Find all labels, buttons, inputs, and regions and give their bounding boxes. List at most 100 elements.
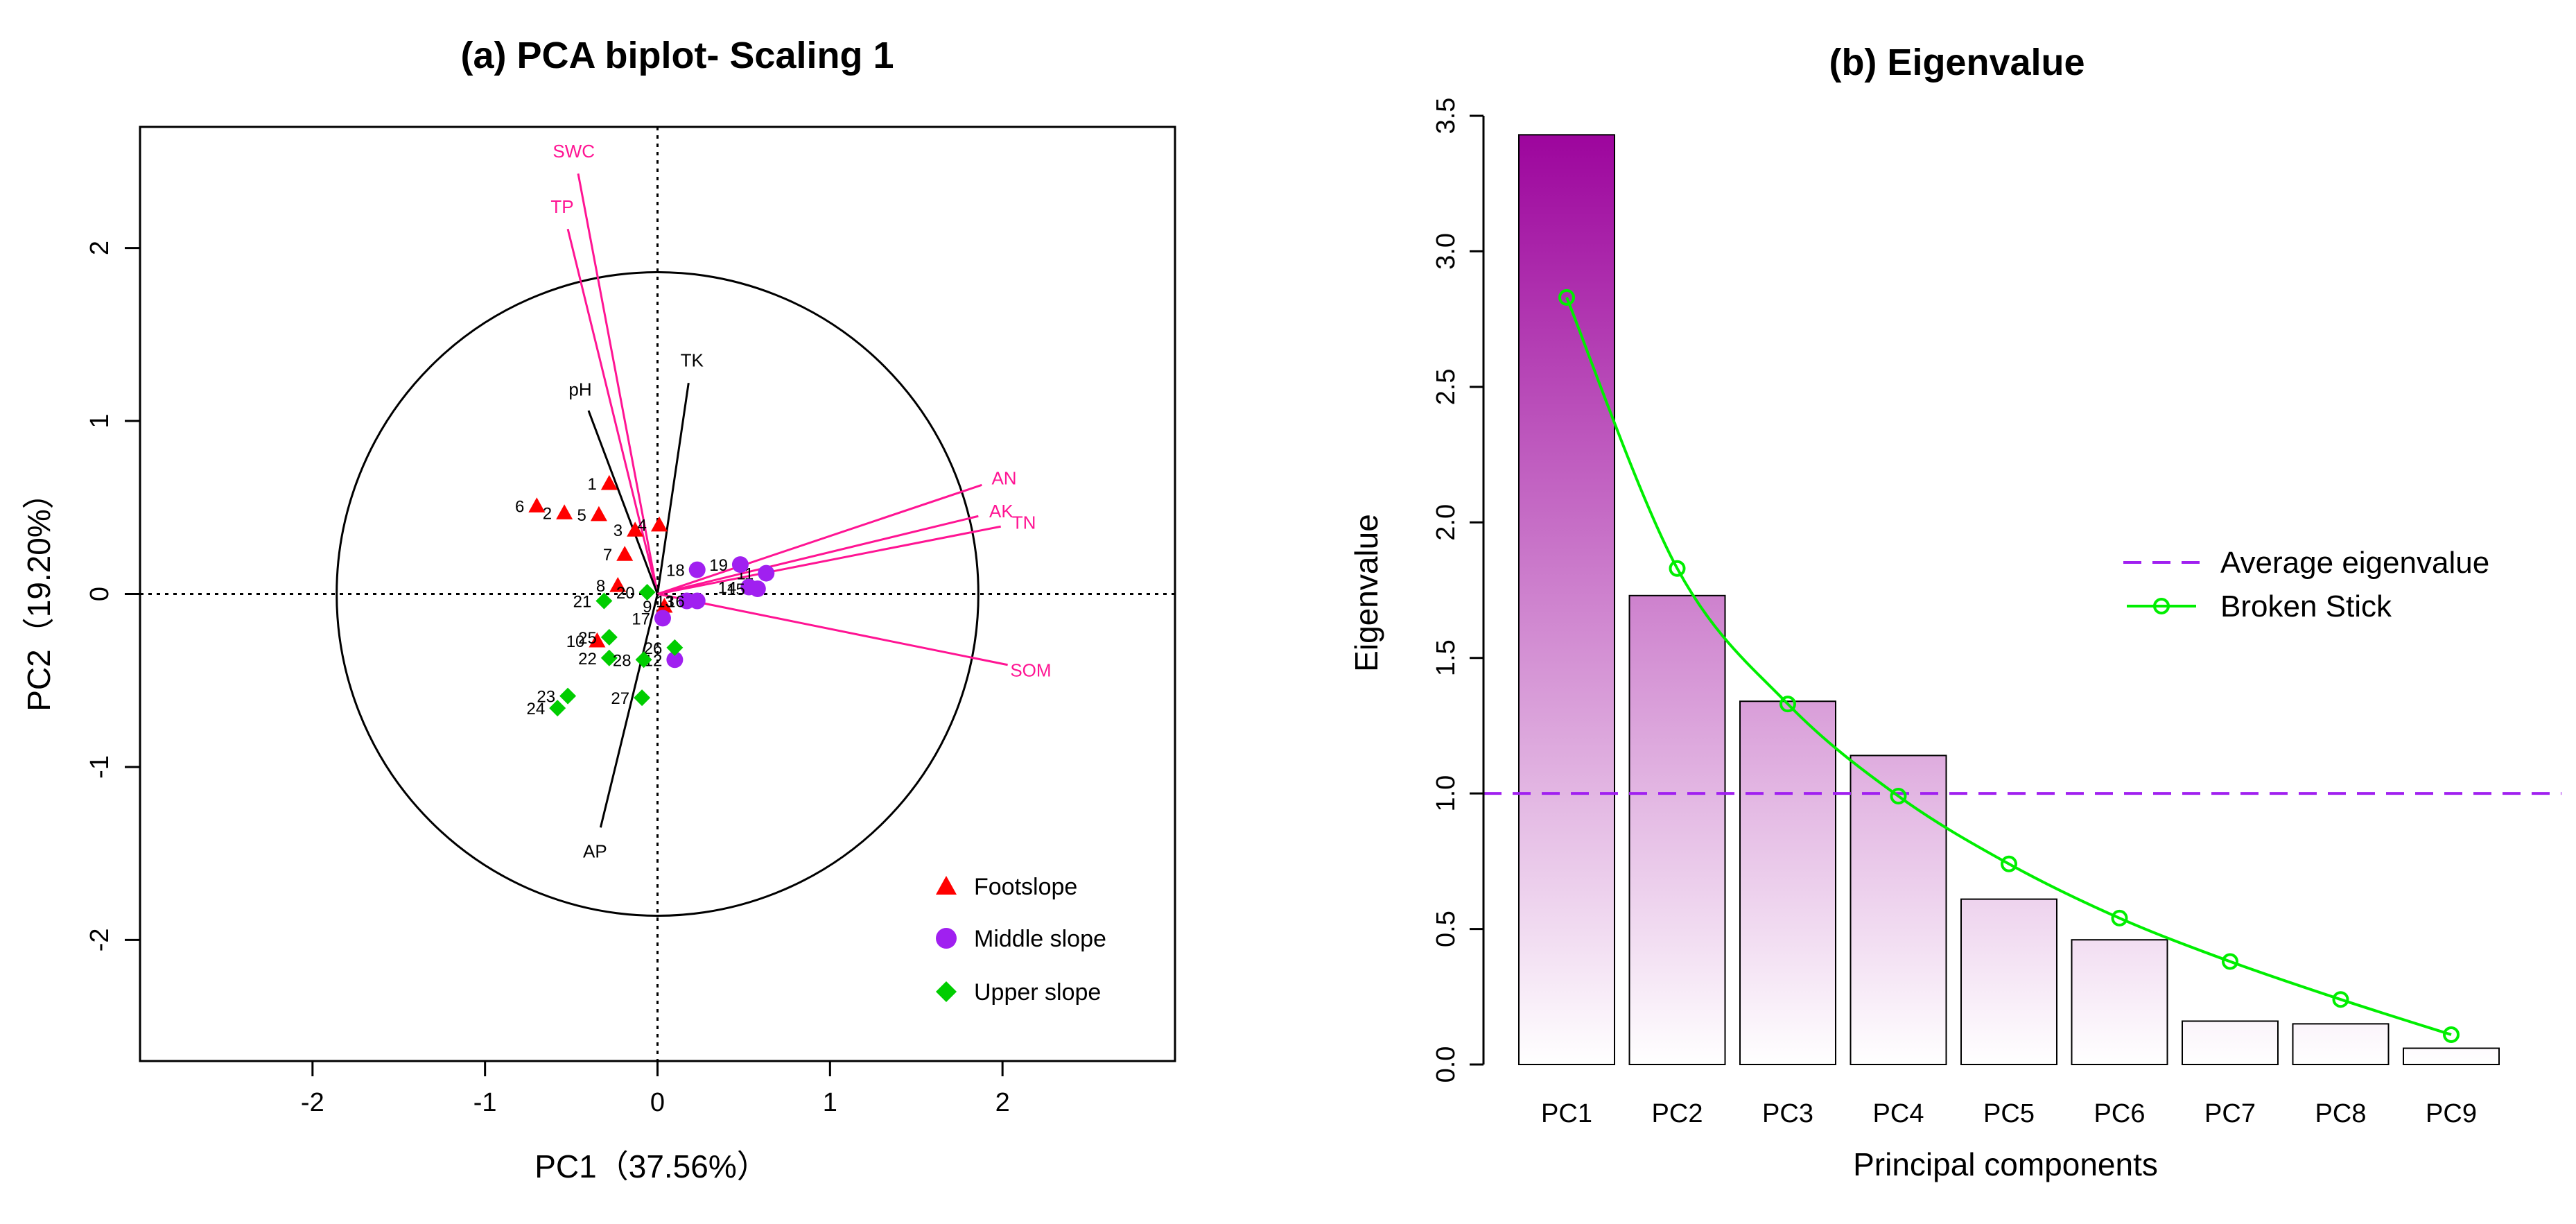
eigen-y-tick-label: 1.5 xyxy=(1431,639,1461,676)
legend-middle-slope-label: Middle slope xyxy=(974,926,1106,952)
point-label-4: 4 xyxy=(638,517,647,535)
eigen-y-ticks: 0.0 0.5 1.0 1.5 2.0 2.5 3.0 3.5 xyxy=(1431,98,1483,1083)
y-tick-label: -2 xyxy=(85,928,114,951)
broken-stick-point-pc6 xyxy=(2111,909,2128,926)
equilibrium-circle xyxy=(336,271,980,917)
broken-stick-point-pc8 xyxy=(2332,991,2349,1008)
broken-stick-point-pc7 xyxy=(2222,953,2238,970)
legend-stick-label: Broken Stick xyxy=(2220,589,2392,623)
eigen-x-labels: PC1 PC2 PC3 PC4 PC5 PC6 PC7 PC8 PC9 xyxy=(1541,1099,2477,1128)
point-label-6: 6 xyxy=(515,497,524,516)
vector-label-ap: AP xyxy=(583,841,607,861)
point-2 xyxy=(556,504,573,519)
category-label-pc4: PC4 xyxy=(1873,1099,1924,1128)
eigen-y-tick-label: 3.0 xyxy=(1431,233,1461,270)
y-tick-label: 0 xyxy=(85,587,114,601)
point-label-24: 24 xyxy=(526,700,545,718)
point-label-23: 23 xyxy=(537,688,555,707)
point-label-25: 25 xyxy=(578,629,597,648)
point-8 xyxy=(609,577,627,592)
point-21 xyxy=(595,592,613,610)
vector-som xyxy=(657,593,1008,666)
point-10 xyxy=(589,632,606,648)
point-27 xyxy=(634,689,651,707)
legend-upper-slope-marker xyxy=(936,981,957,1002)
broken-stick-point-pc4 xyxy=(1890,788,1907,805)
point-11 xyxy=(758,564,775,582)
category-label-pc6: PC6 xyxy=(2094,1099,2146,1128)
bar-pc4 xyxy=(1850,755,1947,1065)
vector-label-tn: TN xyxy=(1012,512,1036,533)
point-label-7: 7 xyxy=(603,546,612,564)
point-label-21: 21 xyxy=(573,592,592,611)
point-label-17: 17 xyxy=(632,610,650,628)
legend-footslope-label: Footslope xyxy=(974,874,1077,900)
x-tick-label: 0 xyxy=(650,1088,665,1117)
biplot-x-label: PC1（37.56%） xyxy=(534,1148,769,1184)
point-label-27: 27 xyxy=(611,689,629,708)
bar-pc6 xyxy=(2071,939,2168,1065)
legend-middle-slope-marker xyxy=(936,928,957,949)
vector-an xyxy=(657,483,982,595)
point-26 xyxy=(666,639,684,656)
vector-label-an: AN xyxy=(991,468,1016,489)
point-label-16: 16 xyxy=(666,592,685,611)
point-28 xyxy=(635,651,652,669)
point-label-13: 13 xyxy=(656,592,675,611)
x-tick-label: 1 xyxy=(823,1088,837,1117)
legend-stick-marker xyxy=(2153,598,2170,614)
vector-tp xyxy=(566,228,659,594)
category-label-pc7: PC7 xyxy=(2204,1099,2256,1128)
point-5 xyxy=(590,506,607,522)
eigen-legend: Average eigenvalue Broken Stick xyxy=(2123,546,2489,623)
bar-pc8 xyxy=(2292,1023,2390,1066)
eigen-y-tick-label: 2.0 xyxy=(1431,504,1461,541)
point-12 xyxy=(666,651,684,669)
x-tick-label: 2 xyxy=(995,1088,1010,1117)
y-tick-label: -1 xyxy=(85,755,114,779)
vector-label-tk: TK xyxy=(681,350,704,371)
point-17 xyxy=(654,610,671,627)
broken-stick-point-pc2 xyxy=(1669,560,1686,577)
bar-pc7 xyxy=(2182,1020,2279,1066)
point-4 xyxy=(650,516,668,532)
legend-average-label: Average eigenvalue xyxy=(2220,546,2489,580)
category-label-pc5: PC5 xyxy=(1983,1099,2035,1128)
vector-label-swc: SWC xyxy=(552,141,595,162)
broken-stick-point-pc1 xyxy=(1558,288,1575,306)
eigen-y-tick-label: 1.0 xyxy=(1431,775,1461,812)
bar-pc5 xyxy=(1960,898,2057,1065)
point-1 xyxy=(600,474,618,490)
point-label-10: 10 xyxy=(566,632,585,651)
point-label-14: 14 xyxy=(718,579,737,598)
eigen-y-tick-label: 2.5 xyxy=(1431,368,1461,405)
biplot-title: (a) PCA biplot- Scaling 1 xyxy=(460,35,894,76)
eigen-y-label: Eigenvalue xyxy=(1348,514,1384,672)
vector-label-som: SOM xyxy=(1010,660,1051,681)
point-19 xyxy=(731,556,749,574)
broken-stick-point-pc3 xyxy=(1779,696,1796,713)
point-24 xyxy=(549,700,566,717)
x-axis-ticks: -2 -1 0 1 2 xyxy=(301,1061,1010,1117)
biplot-legend: Footslope Middle slope Upper slope xyxy=(936,874,1106,1006)
point-7 xyxy=(616,546,634,561)
point-16 xyxy=(688,592,706,610)
category-label-pc3: PC3 xyxy=(1762,1099,1813,1128)
point-label-3: 3 xyxy=(613,522,623,540)
point-25 xyxy=(600,628,618,646)
broken-stick-line xyxy=(1565,297,2452,1036)
bar-pc9 xyxy=(2403,1047,2500,1066)
eigen-y-tick-label: 0.0 xyxy=(1431,1046,1461,1083)
point-label-5: 5 xyxy=(577,506,586,525)
y-tick-label: 2 xyxy=(85,241,114,255)
bar-pc3 xyxy=(1739,700,1836,1065)
category-label-pc2: PC2 xyxy=(1652,1099,1703,1128)
point-label-22: 22 xyxy=(578,650,597,669)
bar-pc1 xyxy=(1518,134,1615,1066)
point-label-28: 28 xyxy=(613,651,632,670)
eigen-y-tick-label: 0.5 xyxy=(1431,911,1461,947)
point-22 xyxy=(600,649,618,666)
eigen-x-label: Principal components xyxy=(1853,1146,2158,1182)
pca-biplot: (a) PCA biplot- Scaling 1 SWC TP TK pH AN AKT… xyxy=(21,35,1176,1184)
